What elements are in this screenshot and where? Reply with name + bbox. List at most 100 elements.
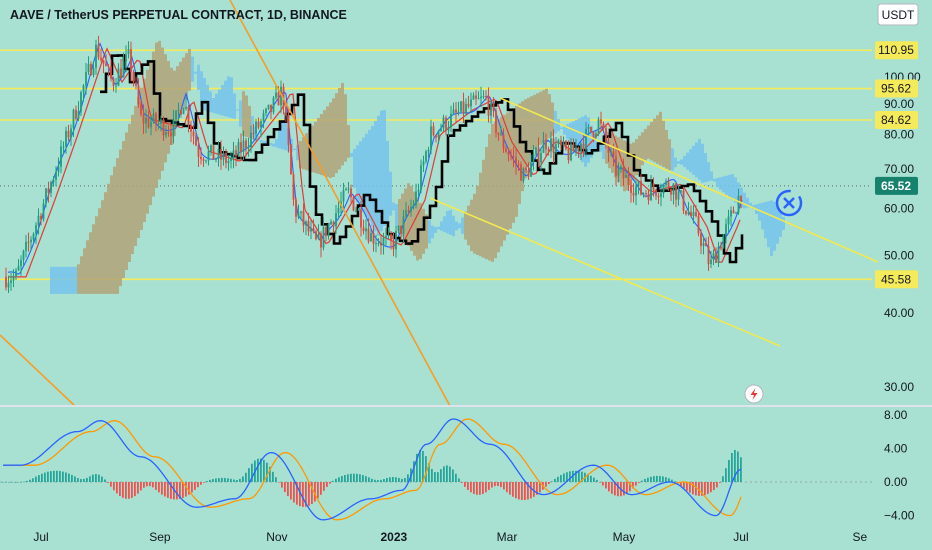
candle-body xyxy=(695,212,697,216)
cloud-segment xyxy=(173,70,176,136)
candle-body xyxy=(452,109,455,114)
price-tick-label: 80.00 xyxy=(884,127,914,141)
cloud-segment xyxy=(674,157,677,168)
candle-body xyxy=(620,166,622,169)
price-alert-icon[interactable] xyxy=(744,384,764,404)
channel-upper-line[interactable] xyxy=(499,97,879,263)
candle-body xyxy=(345,188,347,191)
cloud-segment xyxy=(749,202,752,207)
macd-histogram-bar xyxy=(503,482,505,490)
cloud-segment xyxy=(506,112,509,235)
cloud-segment xyxy=(578,118,581,158)
candle-body xyxy=(12,276,15,281)
macd-histogram-bar xyxy=(497,482,499,486)
candle-body xyxy=(552,138,555,153)
candle-body xyxy=(237,142,240,157)
candle-body xyxy=(95,44,97,68)
macd-histogram-bar xyxy=(440,469,442,482)
candle-body xyxy=(157,123,160,125)
candle-body xyxy=(110,66,112,79)
candle-body xyxy=(80,92,82,112)
macd-histogram-bar xyxy=(455,473,457,482)
macd-histogram-bar xyxy=(167,482,169,498)
cloud-segment xyxy=(299,141,302,169)
orange-trendline[interactable] xyxy=(0,334,76,407)
candle-body xyxy=(87,63,90,72)
cloud-segment xyxy=(332,98,335,178)
candle-body xyxy=(112,78,115,86)
cloud-segment xyxy=(455,221,458,231)
macd-histogram-bar xyxy=(203,482,205,483)
cloud-segment xyxy=(680,159,683,165)
macd-histogram-bar xyxy=(125,482,127,499)
cloud-segment xyxy=(275,138,278,148)
candle-body xyxy=(5,276,7,288)
macd-histogram-bar xyxy=(239,478,241,482)
cloud-segment xyxy=(731,174,734,201)
macd-histogram-bar xyxy=(149,482,151,487)
macd-histogram-bar xyxy=(734,449,736,482)
cloud-segment xyxy=(263,141,266,144)
price-level-tag-label: 110.95 xyxy=(878,43,914,57)
currency-badge[interactable]: USDT xyxy=(877,3,919,26)
macd-histogram-bar xyxy=(251,463,253,482)
macd-histogram-bar xyxy=(602,482,604,486)
macd-histogram-bar xyxy=(686,482,688,491)
macd-histogram-bar xyxy=(311,482,313,505)
candle-body xyxy=(372,232,375,244)
time-tick-label: Jul xyxy=(733,530,748,544)
cloud-segment xyxy=(665,130,668,169)
cloud-segment xyxy=(422,208,425,254)
macd-histogram-bar xyxy=(356,473,358,482)
candle-body xyxy=(352,197,355,211)
candle-body xyxy=(77,111,80,119)
candle-body xyxy=(370,232,372,242)
orange-trendline[interactable] xyxy=(229,0,451,407)
candle-body xyxy=(107,66,110,68)
cloud-segment xyxy=(170,67,173,145)
cloud-segment xyxy=(398,198,401,232)
macd-histogram-bar xyxy=(191,482,193,493)
candle-body xyxy=(430,126,432,151)
macd-histogram-bar xyxy=(20,481,22,483)
price-tick-label: 60.00 xyxy=(884,202,914,216)
time-axis[interactable]: Jul Sep Nov 2023 Mar May Jul Se xyxy=(33,530,867,544)
macd-histogram-bar xyxy=(32,478,34,482)
last-price-tag xyxy=(875,176,918,195)
macd-histogram-bar xyxy=(728,459,730,482)
cloud-segment xyxy=(476,185,479,255)
candle-body xyxy=(570,143,572,161)
macd-histogram-bar xyxy=(470,482,472,493)
macd-tick-label: 0.00 xyxy=(884,475,908,489)
cloud-segment xyxy=(695,142,698,178)
macd-histogram-bar xyxy=(317,482,319,499)
candle-body xyxy=(332,221,335,227)
cloud-segment xyxy=(107,183,110,294)
candle-body xyxy=(647,193,650,201)
replay-icon[interactable] xyxy=(775,189,803,217)
candle-body xyxy=(252,132,255,134)
candle-body xyxy=(127,49,130,55)
cloud-segment xyxy=(227,76,230,118)
cloud-segment xyxy=(701,143,704,183)
price-axis[interactable]: 100.0090.0080.0070.0060.0050.0040.0030.0… xyxy=(875,41,921,523)
candle-body xyxy=(555,144,557,153)
macd-histogram-bar xyxy=(413,461,415,482)
candle-body xyxy=(160,119,162,124)
cloud-segment xyxy=(146,69,149,214)
candle-body xyxy=(32,233,35,240)
candle-body xyxy=(572,143,575,152)
channel-lower-line[interactable] xyxy=(429,197,781,347)
cloud-segment xyxy=(212,98,215,113)
cloud-segment xyxy=(281,120,284,150)
cloud-segment xyxy=(161,47,164,171)
macd-histogram-bar xyxy=(86,477,88,482)
cloud-segment xyxy=(179,61,182,118)
cloud-segment xyxy=(470,199,473,251)
candle-body xyxy=(547,149,550,152)
candle-body xyxy=(575,147,577,152)
macd-histogram-bar xyxy=(98,474,100,482)
candle-body xyxy=(132,71,135,83)
candle-body xyxy=(592,131,595,137)
cloud-segment xyxy=(644,128,647,161)
